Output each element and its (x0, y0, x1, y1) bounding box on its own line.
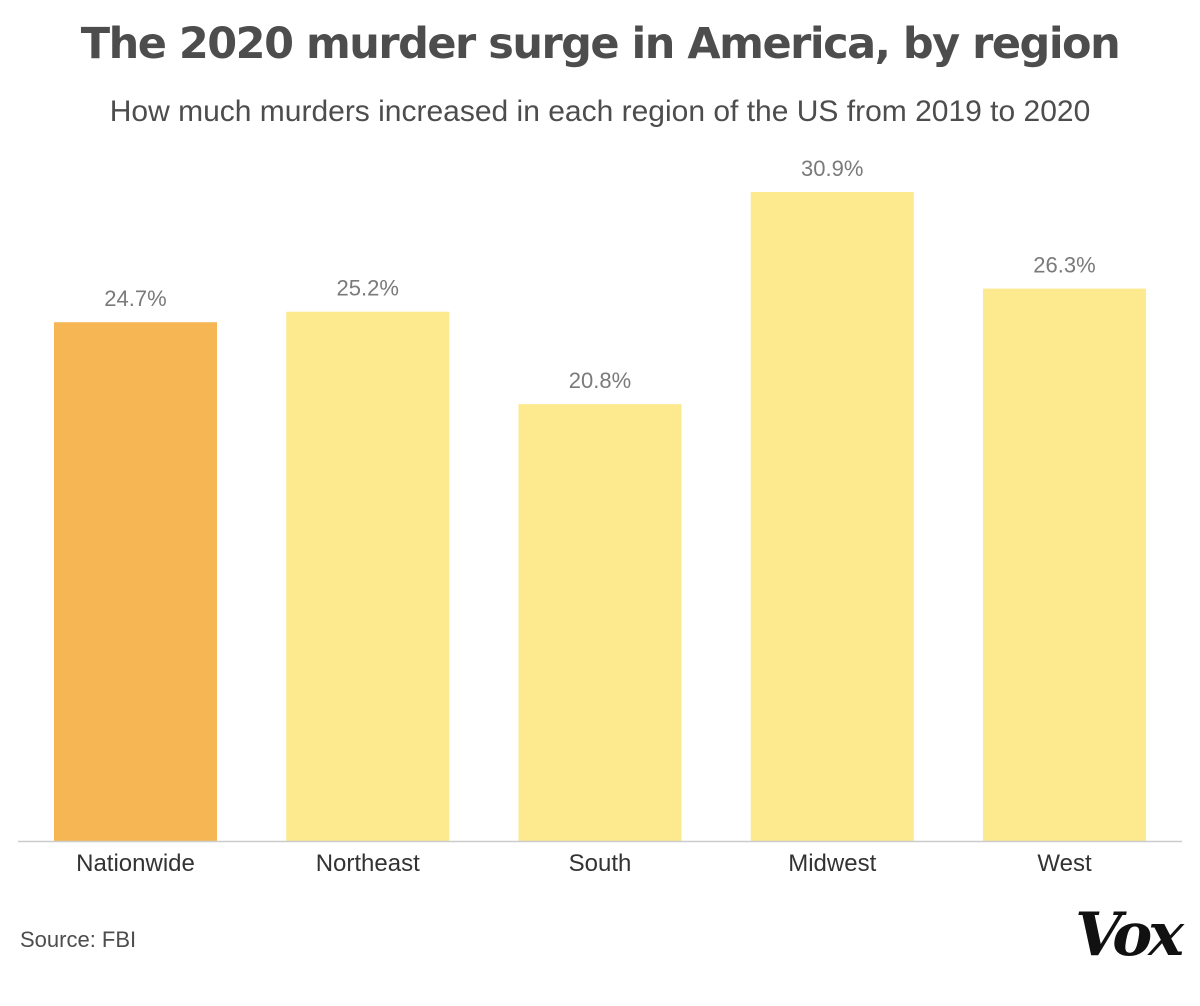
bar-nationwide (54, 322, 217, 841)
bar-west (983, 288, 1146, 842)
chart-title: The 2020 murder surge in America, by reg… (80, 19, 1121, 69)
x-tick-label-nationwide: Nationwide (76, 850, 195, 877)
x-tick-label-south: South (569, 850, 632, 877)
bar-south (518, 404, 682, 841)
bar-midwest (750, 192, 914, 841)
data-label-midwest: 30.9% (801, 156, 863, 181)
data-label-south: 20.8% (569, 368, 631, 393)
x-tick-label-west: West (1037, 850, 1092, 877)
data-label-northeast: 25.2% (337, 276, 399, 301)
data-label-nationwide: 24.7% (104, 286, 166, 311)
bar-northeast (286, 311, 450, 841)
vox-logo: Vox (1075, 900, 1184, 970)
x-tick-label-northeast: Northeast (316, 850, 420, 877)
chart-subtitle: How much murders increased in each regio… (109, 95, 1091, 128)
data-label-west: 26.3% (1033, 253, 1095, 278)
x-tick-label-midwest: Midwest (788, 850, 876, 877)
source-note: Source: FBI (20, 927, 137, 952)
